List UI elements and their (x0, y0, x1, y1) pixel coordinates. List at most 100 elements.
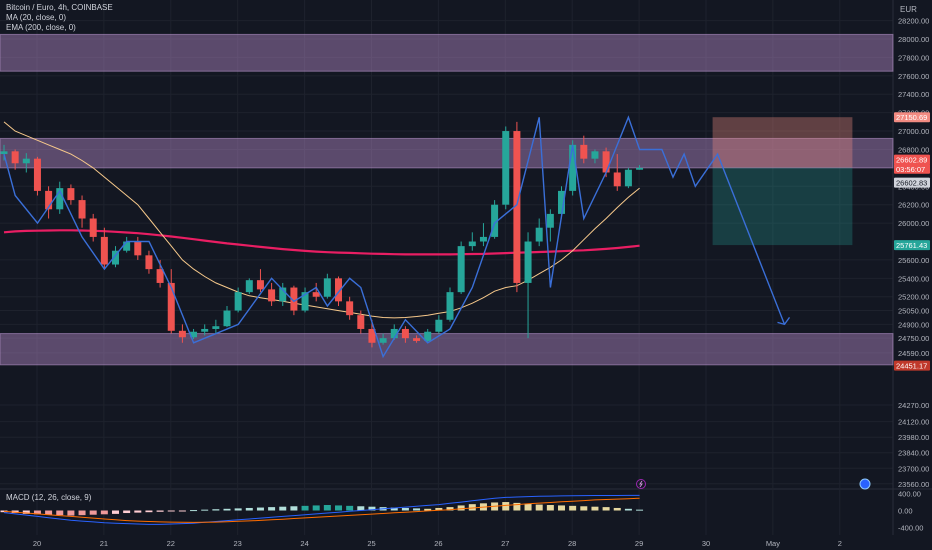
position-box[interactable] (712, 117, 853, 246)
time-tick: 28 (568, 539, 576, 548)
candle-down (134, 236, 142, 260)
svg-text:26602.89: 26602.89 (896, 156, 927, 165)
sr-zone (0, 333, 894, 366)
svg-text:24451.17: 24451.17 (896, 362, 927, 371)
time-axis[interactable]: 20 21 22 23 24 25 26 27 28 29 30 May 2 (33, 539, 842, 548)
price-tick: 25200.00 (898, 293, 929, 302)
svg-text:27150.69: 27150.69 (896, 113, 927, 122)
candle-down (167, 269, 175, 334)
symbol-legend: Bitcoin / Euro, 4h, COINBASE (6, 3, 113, 12)
macd-bar (234, 508, 242, 511)
candle-down (256, 269, 264, 293)
macd-bar (569, 505, 577, 511)
candle-down (513, 121, 521, 293)
price-tick: 25600.00 (898, 256, 929, 265)
ema200-line (3, 229, 640, 256)
candle-up (56, 181, 64, 214)
candle-down (368, 319, 376, 348)
price-tick: 24900.00 (898, 320, 929, 329)
projection-path (3, 115, 791, 359)
macd-bar (580, 506, 588, 511)
target-zone[interactable] (712, 167, 853, 246)
price-tick: 27600.00 (898, 72, 929, 81)
macd-bar (446, 507, 454, 511)
svg-text:26602.83: 26602.83 (896, 179, 927, 188)
macd-bar (457, 505, 465, 511)
macd-bar (134, 510, 142, 513)
macd-bar (290, 506, 298, 511)
flash-icon[interactable] (636, 479, 646, 489)
stop-zone[interactable] (712, 117, 853, 168)
wave-projection (3, 115, 786, 359)
price-tick: 23840.00 (898, 449, 929, 458)
macd-bar (613, 507, 621, 511)
candle-up (212, 319, 220, 334)
macd-bar (390, 507, 398, 511)
price-tick: 23560.00 (898, 480, 929, 489)
macd-bar (178, 510, 186, 512)
macd-bar (67, 510, 75, 516)
price-tick: 25050.00 (898, 307, 929, 316)
macd-bar (513, 502, 521, 511)
macd-tick: -400.00 (898, 523, 923, 532)
price-tick: 27400.00 (898, 90, 929, 99)
macd-bar (502, 502, 510, 511)
price-tag-countdown: 03:56:07 (894, 163, 930, 174)
macd-bar (301, 505, 309, 511)
candle-up (546, 209, 554, 242)
macd-line (3, 494, 640, 525)
macd-bar (401, 507, 409, 511)
grid (0, 0, 932, 535)
macd-bar (535, 504, 543, 511)
candle-down (67, 184, 75, 205)
candle-down (346, 296, 354, 320)
candle-down (78, 195, 86, 228)
candle-up (457, 241, 465, 294)
macd-bar (56, 510, 64, 516)
candle-up (524, 232, 532, 339)
candle-down (178, 324, 186, 343)
macd-bar (624, 508, 632, 511)
price-tick: 28200.00 (898, 17, 929, 26)
macd-bar (190, 510, 198, 512)
candle-up (234, 287, 242, 313)
macd-bar (312, 505, 320, 511)
price-tick: 24590.00 (898, 349, 929, 358)
events-icon[interactable] (859, 478, 871, 490)
price-tag-ema: 25761.43 (894, 240, 930, 251)
macd-legend: MACD (12, 26, close, 9) (6, 493, 92, 502)
candle-down (268, 282, 276, 306)
macd-bar (22, 510, 30, 514)
time-tick: 25 (367, 539, 375, 548)
time-tick: 30 (702, 539, 710, 548)
candle-down (100, 227, 108, 270)
candle-up (379, 333, 387, 345)
price-tick: 23700.00 (898, 464, 929, 473)
candle-up (468, 232, 476, 251)
macd-bar (558, 505, 565, 511)
price-tick: 24750.00 (898, 334, 929, 343)
candle-up (22, 153, 30, 173)
candle-up (435, 315, 443, 334)
macd-bar (212, 509, 220, 511)
macd-bar (357, 506, 365, 511)
macd-bar (201, 509, 209, 511)
price-tick: 24120.00 (898, 418, 929, 427)
macd-bar (279, 506, 287, 511)
time-tick: May (766, 539, 780, 548)
candle-down (45, 186, 53, 219)
macd-bar (123, 510, 131, 514)
projection-arrowhead (777, 316, 791, 326)
price-axis[interactable]: 28200.00 28000.00 27800.00 27600.00 27400.00… (898, 17, 929, 489)
chart-icons (636, 478, 871, 490)
price-tick: 26800.00 (898, 145, 929, 154)
candle-up (446, 287, 454, 322)
price-tick: 27000.00 (898, 127, 929, 136)
price-tick: 25400.00 (898, 274, 929, 283)
macd-bar (435, 507, 443, 511)
ema200-path (3, 229, 640, 256)
macd-bar (256, 507, 264, 511)
candle-up (201, 324, 209, 336)
